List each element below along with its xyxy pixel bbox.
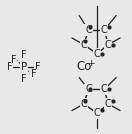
Text: +: + — [87, 59, 94, 68]
Text: F: F — [7, 62, 13, 72]
Text: C: C — [85, 25, 92, 35]
Text: C: C — [101, 84, 108, 94]
Text: C: C — [94, 108, 100, 118]
Text: C: C — [105, 40, 112, 50]
Text: F: F — [11, 55, 17, 65]
Text: C: C — [101, 25, 108, 35]
Text: F: F — [35, 62, 40, 72]
Text: F: F — [21, 50, 27, 60]
Text: F: F — [31, 69, 36, 79]
Text: P: P — [21, 62, 27, 72]
Text: C: C — [80, 99, 87, 109]
Text: C: C — [80, 40, 87, 50]
Text: C: C — [94, 49, 100, 59]
Text: Co: Co — [76, 60, 91, 74]
Text: F: F — [21, 74, 27, 84]
Text: C: C — [105, 99, 112, 109]
Text: C: C — [85, 84, 92, 94]
